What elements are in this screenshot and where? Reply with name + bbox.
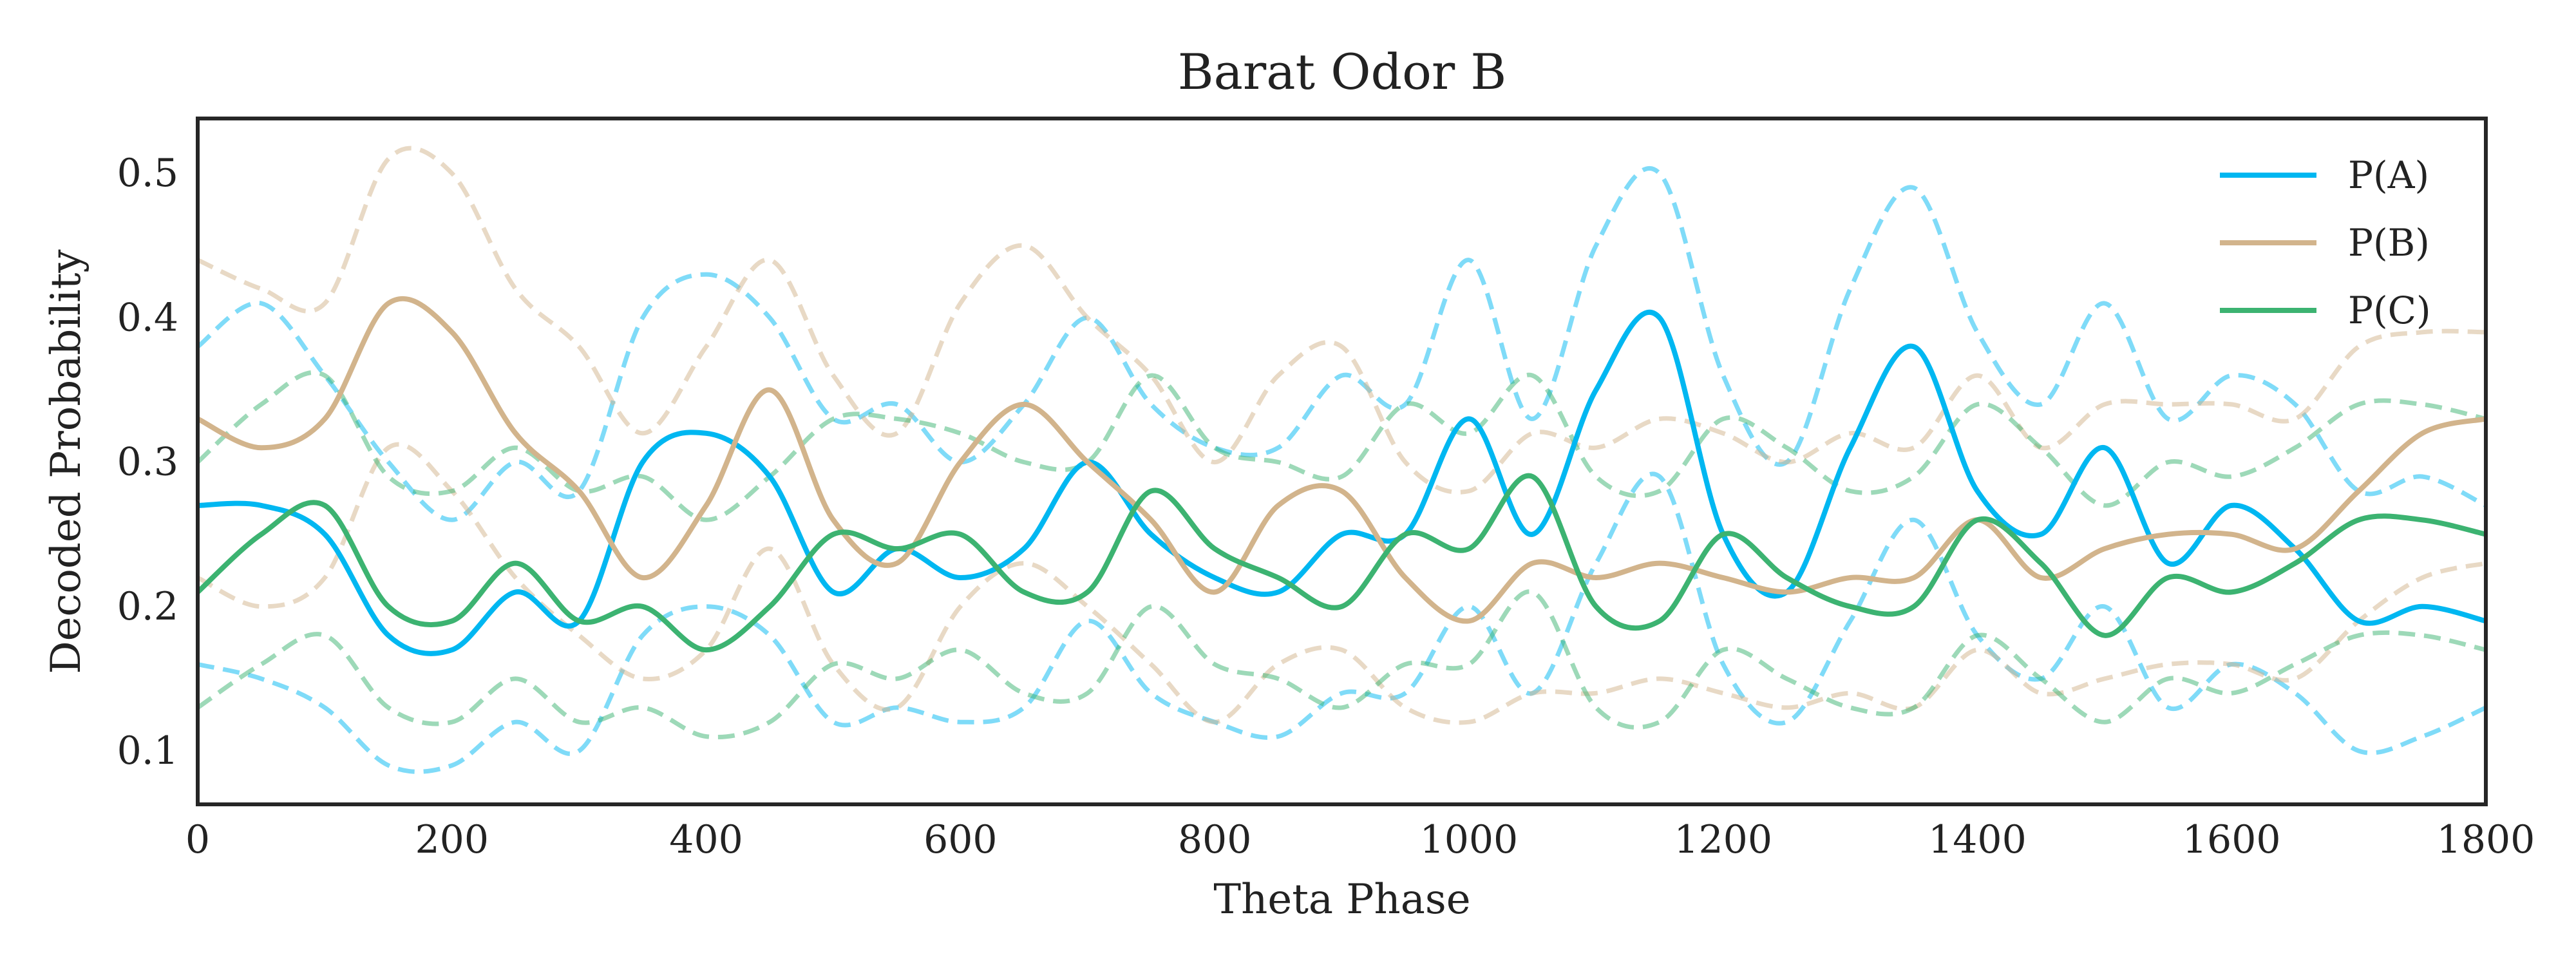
legend-item-pc: P(C)	[2220, 289, 2431, 332]
plot-area	[198, 146, 2486, 774]
x-tick-label: 1600	[2183, 817, 2281, 862]
series-pa-lower-bound	[198, 471, 2486, 774]
series-pb-upper-bound	[198, 146, 2486, 495]
series-lines	[198, 146, 2486, 774]
legend-item-pb: P(B)	[2220, 221, 2430, 265]
chart-title: Barat Odor B	[1178, 43, 1507, 100]
series-pc-upper-bound	[198, 370, 2486, 522]
series-pc-line	[198, 473, 2486, 653]
x-axis-label: Theta Phase	[1213, 876, 1470, 923]
series-pc-lower-bound	[198, 589, 2486, 740]
legend-label: P(C)	[2348, 289, 2431, 332]
y-tick-label: 0.2	[117, 584, 178, 629]
y-tick-label: 0.1	[117, 728, 178, 773]
x-tick-label: 1200	[1674, 817, 1772, 862]
series-pa-upper-bound	[198, 166, 2486, 522]
x-tick-label: 200	[415, 817, 489, 862]
y-tick-label: 0.4	[117, 295, 178, 340]
x-tick-label: 1800	[2437, 817, 2535, 862]
y-tick-label: 0.5	[117, 151, 178, 196]
plot-frame	[196, 117, 2488, 806]
axes: 0 200 400 600 800 1000 1200 1400 1600 1800 0.1 0.2 0…	[117, 117, 2535, 862]
x-tick-label: 0	[185, 817, 210, 862]
x-tick-label: 1400	[1928, 817, 2027, 862]
x-tick-label: 600	[923, 817, 998, 862]
legend-label: P(A)	[2348, 153, 2429, 197]
x-tick-label: 800	[1178, 817, 1252, 862]
legend-item-pa: P(A)	[2220, 153, 2429, 197]
legend: P(A) P(B) P(C)	[2220, 153, 2431, 332]
y-tick-label: 0.3	[117, 440, 178, 485]
x-tick-label: 1000	[1420, 817, 1519, 862]
series-pa-line	[198, 310, 2486, 656]
legend-label: P(B)	[2348, 221, 2430, 265]
series-pb-line	[198, 296, 2486, 624]
x-tick-label: 400	[669, 817, 743, 862]
y-axis-label: Decoded Probability	[43, 249, 90, 674]
